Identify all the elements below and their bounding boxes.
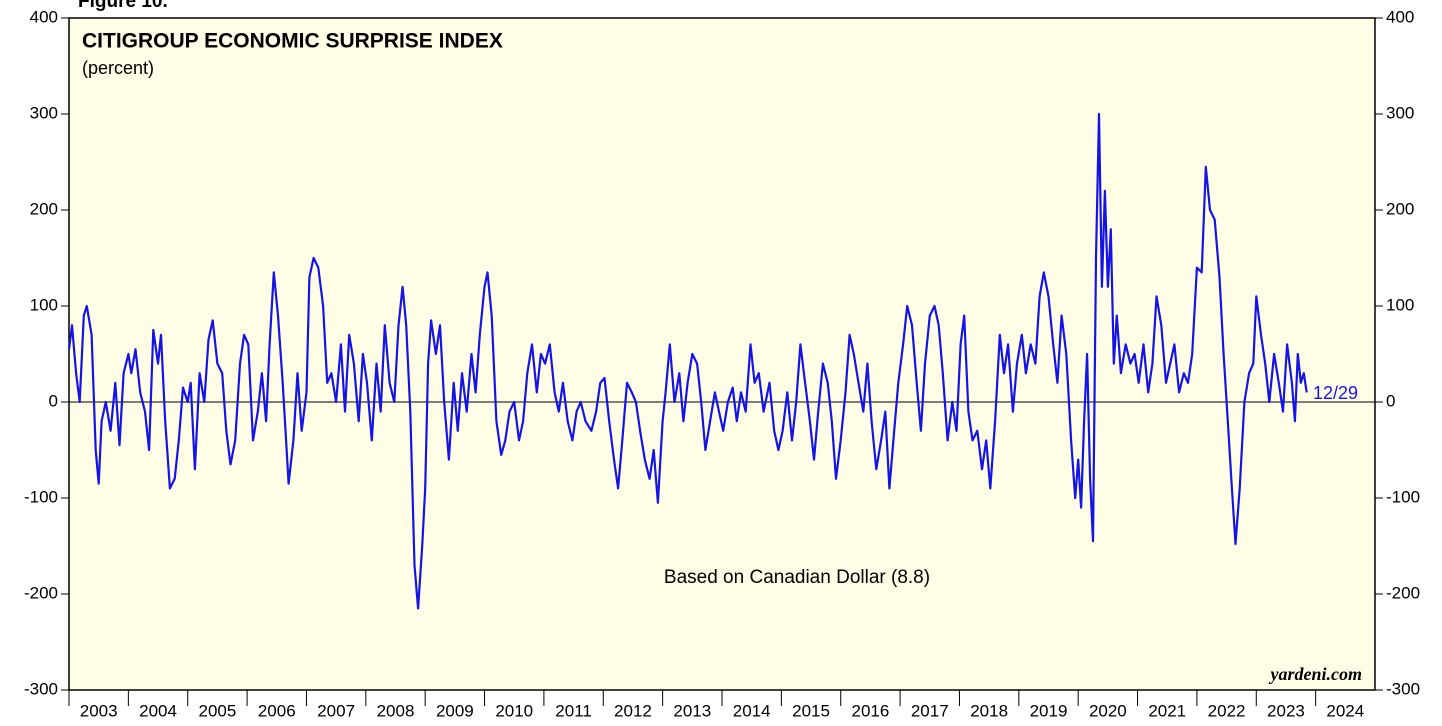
y2-tick-label: 300 (1386, 103, 1414, 122)
x-tick-label: 2023 (1267, 701, 1305, 720)
end-date-label: 12/29 (1313, 383, 1358, 403)
y2-tick-label: -200 (1386, 583, 1420, 602)
y2-tick-label: 0 (1386, 391, 1395, 410)
x-tick-label: 2012 (614, 701, 652, 720)
plot-area (68, 17, 1376, 691)
y-tick-label: 300 (30, 103, 58, 122)
y-tick-label: -200 (24, 583, 58, 602)
x-tick-label: 2016 (851, 701, 889, 720)
x-tick-label: 2008 (377, 701, 415, 720)
x-tick-label: 2007 (317, 701, 355, 720)
y-tick-label: 0 (49, 391, 58, 410)
y2-tick-label: 100 (1386, 295, 1414, 314)
figure-label: Figure 10. (78, 0, 168, 12)
y-tick-label: -100 (24, 487, 58, 506)
chart-subtitle: (percent) (82, 58, 154, 78)
y-tick-label: -300 (24, 679, 58, 698)
x-tick-label: 2009 (436, 701, 474, 720)
y2-tick-label: 200 (1386, 199, 1414, 218)
x-tick-label: 2019 (1030, 701, 1068, 720)
source: yardeni.com (1269, 664, 1363, 684)
y-tick-label: 100 (30, 295, 58, 314)
x-tick-label: 2003 (80, 701, 118, 720)
x-tick-label: 2004 (139, 701, 177, 720)
x-tick-label: 2006 (258, 701, 296, 720)
y2-tick-label: -300 (1386, 679, 1420, 698)
y2-tick-label: 400 (1386, 7, 1414, 26)
x-tick-label: 2010 (495, 701, 533, 720)
x-tick-label: 2017 (911, 701, 949, 720)
x-tick-label: 2005 (198, 701, 236, 720)
y2-tick-label: -100 (1386, 487, 1420, 506)
x-tick-label: 2022 (1208, 701, 1246, 720)
y-tick-label: 200 (30, 199, 58, 218)
x-tick-label: 2020 (1089, 701, 1127, 720)
series-line (67, 112, 1308, 610)
x-tick-label: 2024 (1326, 701, 1364, 720)
x-tick-label: 2021 (1148, 701, 1186, 720)
annotation: Based on Canadian Dollar (8.8) (664, 567, 930, 588)
x-tick-label: 2013 (673, 701, 711, 720)
chart-title: CITIGROUP ECONOMIC SURPRISE INDEX (82, 30, 503, 53)
x-tick-label: 2014 (733, 701, 771, 720)
x-tick-label: 2015 (792, 701, 830, 720)
x-tick-label: 2018 (970, 701, 1008, 720)
x-tick-label: 2011 (555, 701, 592, 720)
y-tick-label: 400 (30, 7, 58, 26)
